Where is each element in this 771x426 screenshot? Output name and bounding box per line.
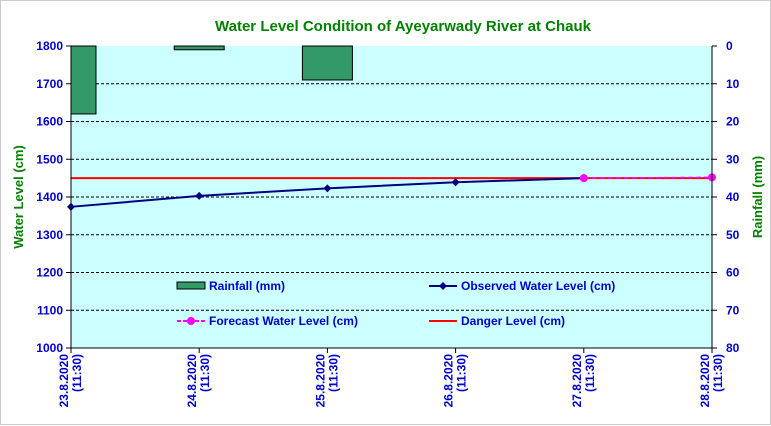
y-tick-label: 1400 <box>36 190 63 204</box>
forecast-line <box>583 176 713 179</box>
y-tick-label: 1500 <box>36 152 63 166</box>
y-tick-label: 1800 <box>36 39 63 53</box>
x-tick-label: 26.8.2020(11:30) <box>442 354 469 408</box>
y2-tick-label: 20 <box>726 115 740 129</box>
x-tick-label: 23.8.2020(11:30) <box>57 354 84 408</box>
y2-tick-label: 70 <box>726 303 740 317</box>
legend-label: Rainfall (mm) <box>209 279 285 293</box>
x-tick-label: 25.8.2020(11:30) <box>313 354 340 408</box>
y-tick-label: 1200 <box>36 266 63 280</box>
y2-tick-label: 0 <box>726 39 733 53</box>
chart-title: Water Level Condition of Ayeyarwady Rive… <box>215 18 592 35</box>
y-axis-title: Water Level (cm) <box>11 145 26 249</box>
y2-tick-label: 40 <box>726 190 740 204</box>
y2-tick-label: 60 <box>726 266 740 280</box>
y-tick-label: 1300 <box>36 228 63 242</box>
y2-tick-label: 80 <box>726 341 740 355</box>
rainfall-bar <box>173 45 225 51</box>
forecast-point <box>579 174 588 183</box>
legend-marker <box>187 317 195 325</box>
y-tick-label: 1100 <box>37 303 63 317</box>
y2-tick-label: 50 <box>726 228 740 242</box>
legend-label: Danger Level (cm) <box>461 314 565 328</box>
legend-marker <box>439 282 447 290</box>
x-tick-label: 28.8.2020(11:30) <box>698 354 725 408</box>
y-tick-label: 1600 <box>36 115 63 129</box>
rainfall-bar <box>301 45 353 81</box>
y-tick-label: 1700 <box>36 77 63 91</box>
observed-point <box>195 191 204 200</box>
observed-point <box>323 184 332 193</box>
y2-axis-title: Rainfall (mm) <box>750 156 765 238</box>
y2-tick-label: 30 <box>726 152 740 166</box>
legend-label: Observed Water Level (cm) <box>461 279 615 293</box>
y2-tick-label: 10 <box>726 77 740 91</box>
rainfall-bar <box>70 45 97 115</box>
x-tick-label: 27.8.2020(11:30) <box>570 354 597 408</box>
legend-label: Forecast Water Level (cm) <box>209 314 358 328</box>
y-tick-label: 1000 <box>36 341 63 355</box>
legend-swatch <box>176 281 206 290</box>
x-tick-label: 24.8.2020(11:30) <box>185 354 212 408</box>
observed-point <box>451 178 460 187</box>
